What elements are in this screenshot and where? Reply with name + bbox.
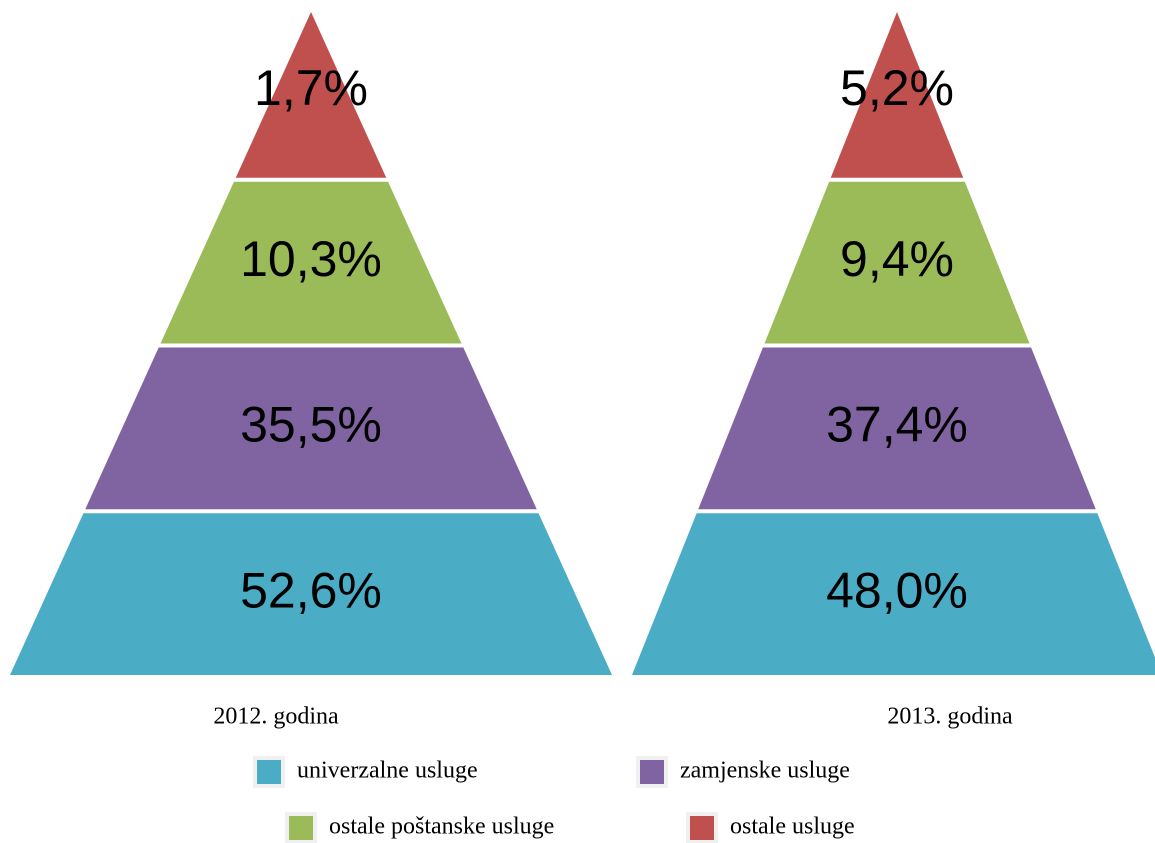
chart-title: 2012. godina bbox=[213, 704, 339, 730]
legend-label: ostale usluge bbox=[730, 814, 855, 840]
legend-label: ostale poštanske usluge bbox=[329, 814, 554, 840]
data-label: 35,5% bbox=[240, 397, 382, 453]
pyramid-segment bbox=[85, 347, 537, 510]
data-label: 48,0% bbox=[826, 562, 968, 618]
pyramid-segment bbox=[10, 513, 612, 675]
pyramid-segment bbox=[698, 347, 1096, 510]
legend-label: zamjenske usluge bbox=[680, 758, 850, 784]
legend-swatch bbox=[640, 760, 664, 784]
pyramid-segment bbox=[160, 181, 462, 344]
data-label: 37,4% bbox=[826, 397, 968, 453]
pyramid-segment bbox=[830, 12, 964, 178]
legend-label: univerzalne usluge bbox=[297, 758, 478, 784]
data-label: 52,6% bbox=[240, 562, 382, 618]
chart-title: 2013. godina bbox=[887, 704, 1013, 730]
data-label: 10,3% bbox=[240, 231, 382, 287]
pyramid-segment bbox=[235, 12, 387, 178]
pyramid-segment bbox=[632, 513, 1155, 675]
legend-swatch bbox=[690, 816, 714, 840]
legend-swatch bbox=[289, 816, 313, 840]
data-label: 5,2% bbox=[840, 60, 954, 116]
data-label: 1,7% bbox=[254, 60, 368, 116]
data-label: 9,4% bbox=[840, 231, 954, 287]
legend-swatch bbox=[257, 760, 281, 784]
pyramid-segment bbox=[764, 181, 1030, 344]
